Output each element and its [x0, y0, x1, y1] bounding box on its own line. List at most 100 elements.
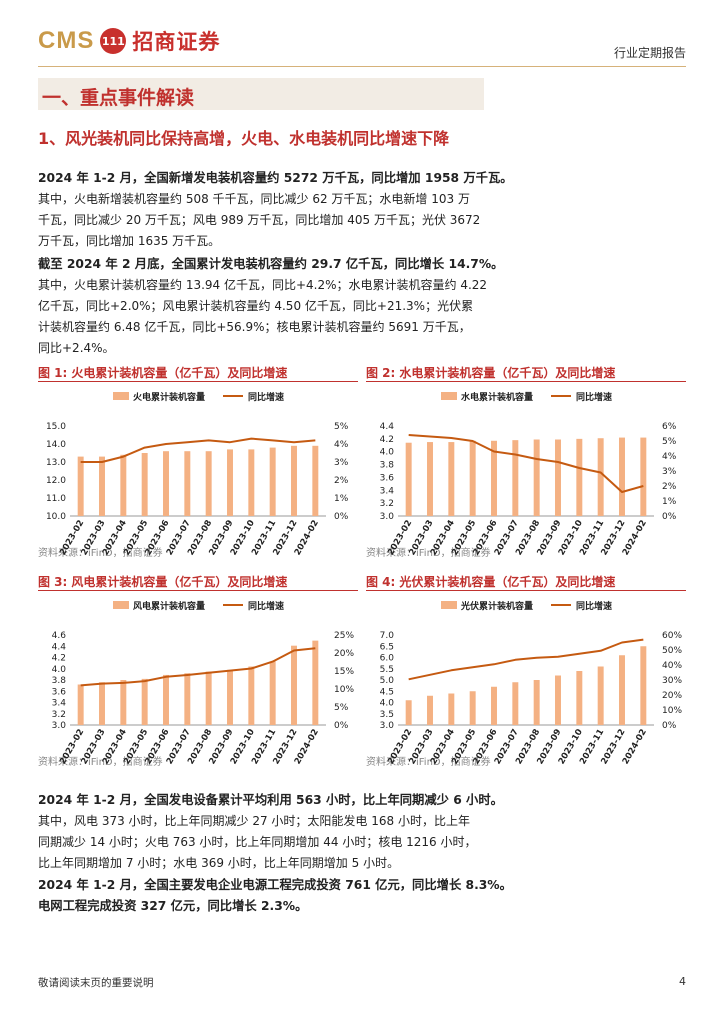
y-tick-label: 3.5	[380, 710, 394, 720]
bar	[120, 680, 127, 725]
chart-4: 光伏累计装机容量 同比增速 7.06.5 6.05.55.04.5 4.03.53.0 6…	[380, 600, 683, 765]
paragraph-lead: 2024 年 1-2 月，全国主要发电企业电源工程完成投资 761 亿元，同比增…	[38, 878, 512, 892]
y-tick-label: 4.0	[52, 665, 67, 675]
y-tick-label: 4.2	[52, 654, 66, 664]
legend-bar-label: 火电累计装机容量	[133, 391, 205, 403]
y2-tick-label: 10%	[662, 706, 682, 716]
y-tick-label: 4.0	[380, 448, 395, 458]
bar	[597, 438, 604, 516]
figure-title-rule	[366, 590, 686, 591]
y2-tick-label: 3%	[662, 467, 677, 477]
paragraph-line: 其中，火电新增装机容量约 508 千千瓦，同比减少 62 万千瓦；水电新增 10…	[38, 192, 470, 206]
logo-mark-icon: 111	[100, 28, 127, 54]
figure-source: 资料来源：iFinD，招商证券	[366, 548, 491, 559]
legend-bar-swatch	[441, 601, 457, 609]
y2-tick-label: 20%	[334, 649, 354, 659]
bar	[205, 451, 212, 516]
bar	[512, 682, 519, 725]
bar	[427, 442, 433, 516]
paragraph-lead: 2024 年 1-2 月，全国新增发电装机容量约 5272 万千瓦，同比增加 1…	[38, 171, 513, 185]
y2-tick-label: 0%	[662, 721, 677, 731]
bar	[99, 682, 105, 725]
y2-tick-label: 0%	[334, 721, 349, 731]
legend-bar-label: 水电累计装机容量	[461, 391, 533, 403]
y2-tick-label: 1%	[334, 494, 349, 504]
legend-line-label: 同比增速	[248, 600, 284, 612]
figure-title-rule	[366, 381, 686, 382]
legend-line-label: 同比增速	[576, 391, 612, 403]
paragraph-utilization-hours: 2024 年 1-2 月，全国发电设备累计平均利用 563 小时，比上年同期减少…	[38, 790, 688, 874]
paragraph-cumulative-capacity: 截至 2024 年 2 月底，全国累计发电装机容量约 29.7 亿千瓦，同比增长…	[38, 254, 688, 359]
growth-line	[80, 437, 316, 463]
bar	[248, 449, 255, 516]
figure-title: 图 4: 光伏累计装机容量（亿千瓦）及同比增速	[366, 573, 686, 590]
footer-note: 敬请阅读末页的重要说明	[38, 977, 154, 989]
paragraph-line: 千瓦，同比减少 20 万千瓦；风电 989 万千瓦，同比增加 405 万千瓦；光…	[38, 213, 481, 227]
y2-tick-label: 5%	[662, 437, 677, 447]
bar	[555, 675, 561, 725]
bar	[141, 678, 148, 725]
y2-tick-label: 30%	[662, 676, 682, 686]
y-tick-label: 4.6	[52, 631, 67, 641]
bar	[312, 445, 319, 516]
y-tick-label: 12.0	[46, 476, 66, 486]
legend-bar-swatch	[113, 392, 129, 400]
paragraph-lead: 电网工程完成投资 327 亿元，同比增长 2.3%。	[38, 899, 308, 913]
bar	[448, 693, 455, 725]
paragraph-line: 亿千瓦，同比+2.0%；风电累计装机容量约 4.50 亿千瓦，同比+21.3%；…	[38, 299, 474, 313]
y2-tick-label: 15%	[334, 667, 354, 677]
y2-tick-label: 25%	[334, 631, 354, 641]
paragraph-line: 万千瓦，同比增加 1635 万千瓦。	[38, 234, 221, 248]
y-tick-label: 3.8	[52, 676, 67, 686]
bar	[491, 686, 497, 725]
y-tick-label: 5.5	[380, 665, 394, 675]
bar	[163, 674, 169, 725]
legend-bar-swatch	[441, 392, 457, 400]
bar	[269, 661, 276, 725]
bar	[312, 640, 319, 725]
y-tick-label: 3.6	[52, 687, 67, 697]
y2-tick-label: 6%	[662, 422, 677, 432]
bar	[555, 439, 561, 516]
paragraph-line: 其中，火电累计装机容量约 13.94 亿千瓦，同比+4.2%；水电累计装机容量约…	[38, 278, 488, 292]
figure-caption: 火电累计装机容量（亿千瓦）及同比增速	[71, 366, 288, 380]
bar	[184, 451, 191, 516]
paragraph-lead: 截至 2024 年 2 月底，全国累计发电装机容量约 29.7 亿千瓦，同比增长…	[38, 257, 504, 271]
y-tick-label: 5.0	[380, 676, 395, 686]
legend-bar-swatch	[113, 601, 129, 609]
subsection-title: 1、风光装机同比保持高增，火电、水电装机同比增速下降	[38, 129, 450, 148]
chart-2: 水电累计装机容量 同比增速 4.4 4.2 4.0 3.8 3.6 3.4 3.2 3.0 6% 5%…	[380, 391, 677, 556]
bar	[640, 646, 647, 725]
y2-tick-label: 40%	[662, 661, 682, 671]
paragraph-line: 比上年同期增加 7 小时；水电 369 小时，比上年同期增加 5 小时。	[38, 856, 400, 870]
figure-label: 图 2:	[366, 366, 396, 380]
bar	[640, 437, 647, 516]
growth-line	[408, 638, 644, 681]
y2-tick-label: 0%	[334, 512, 349, 522]
report-type: 行业定期报告	[613, 46, 686, 60]
bar	[291, 645, 297, 725]
y2-tick-label: 0%	[662, 512, 677, 522]
y-tick-label: 7.0	[380, 631, 395, 641]
y-tick-label: 10.0	[46, 512, 66, 522]
bar	[205, 671, 212, 725]
y-tick-label: 6.0	[380, 654, 395, 664]
y-tick-label: 4.4	[380, 422, 395, 432]
y-tick-label: 3.0	[380, 721, 395, 731]
paragraph-investment: 2024 年 1-2 月，全国主要发电企业电源工程完成投资 761 亿元，同比增…	[38, 875, 688, 917]
y-tick-label: 3.0	[52, 721, 67, 731]
bar	[448, 442, 455, 516]
legend-bar-label: 风电累计装机容量	[133, 600, 205, 612]
y-tick-label: 3.2	[380, 499, 394, 509]
y-tick-label: 3.2	[52, 710, 66, 720]
y-tick-label: 6.5	[380, 642, 394, 652]
y-tick-label: 4.4	[52, 642, 67, 652]
figure-title-rule	[38, 590, 358, 591]
bar	[248, 666, 255, 725]
bar	[184, 673, 191, 725]
y-tick-label: 15.0	[46, 422, 66, 432]
y2-tick-label: 5%	[334, 422, 349, 432]
logo-text: CMS	[38, 27, 95, 54]
bar	[227, 669, 233, 725]
section-title: 一、重点事件解读	[42, 87, 195, 109]
